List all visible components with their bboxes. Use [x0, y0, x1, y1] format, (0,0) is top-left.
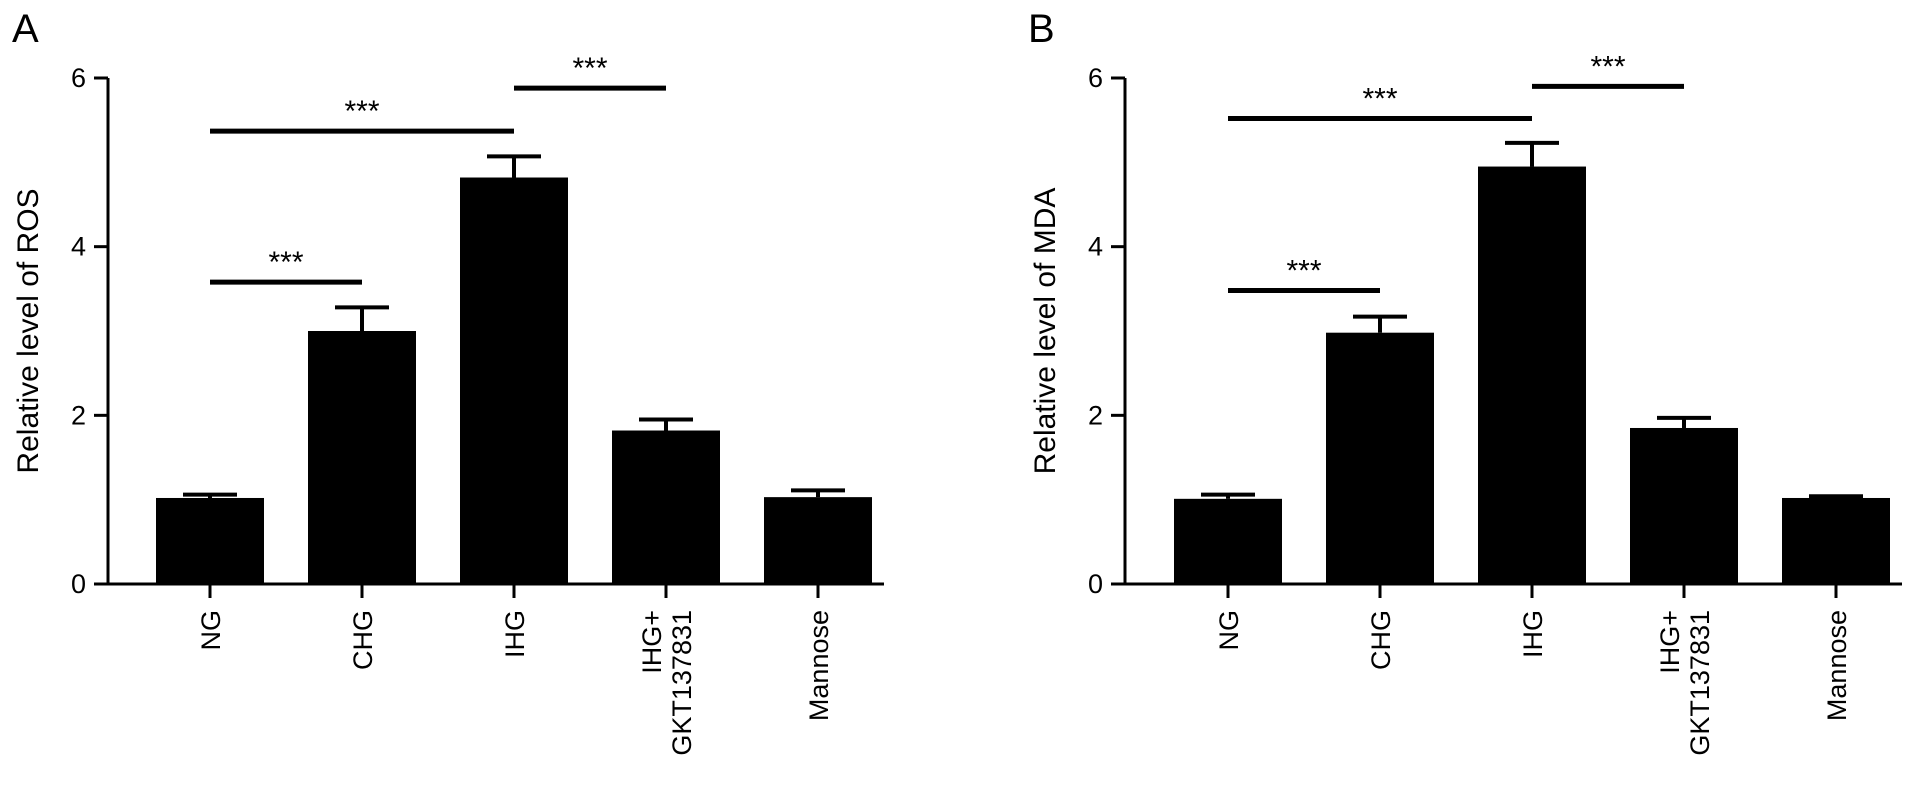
bar-0: [1174, 498, 1282, 584]
bar-2: [1478, 166, 1586, 585]
x-category-label: IHG+GKT137831: [1655, 610, 1715, 756]
y-tick-label: 2: [71, 400, 86, 430]
x-category-label: IHG: [500, 610, 530, 658]
x-category-label: CHG: [348, 610, 378, 670]
significance-label-1: ***: [1362, 82, 1397, 115]
x-category-label: Mannose: [1822, 610, 1852, 721]
y-tick-label: 4: [1088, 232, 1103, 262]
y-tick-label: 4: [71, 232, 86, 262]
bar-1: [1326, 332, 1434, 584]
y-tick-label: 6: [71, 63, 86, 93]
significance-label-2: ***: [1590, 50, 1625, 83]
chart-panel-b: B 0 2 4 6 Relative level of MDA NG CHG IHG IHG+GK…: [1028, 7, 1902, 756]
significance-label-1: ***: [344, 95, 379, 128]
y-tick-label: 2: [1088, 400, 1103, 430]
bar-0: [156, 497, 264, 584]
panel-letter: A: [12, 7, 39, 51]
significance-label-0: ***: [268, 246, 303, 279]
bar-3: [612, 430, 720, 584]
chart-panel-a: A 0 2 4 6 Relative level of ROS NG CHG IHG IHG+GK…: [12, 7, 884, 756]
bar-3: [1630, 427, 1738, 584]
bar-2: [460, 177, 568, 584]
significance-label-2: ***: [572, 52, 607, 85]
y-tick-label: 0: [1088, 569, 1103, 599]
bar-1: [308, 331, 416, 584]
x-category-label: IHG: [1518, 610, 1548, 658]
panel-letter: B: [1028, 7, 1055, 51]
y-tick-label: 6: [1088, 63, 1103, 93]
bar-4: [764, 497, 872, 584]
y-axis-title: Relative level of ROS: [12, 188, 45, 473]
significance-label-0: ***: [1286, 255, 1321, 288]
x-category-label: NG: [1214, 610, 1244, 651]
x-category-label: Mannose: [804, 610, 834, 721]
x-category-label: IHG+GKT137831: [637, 610, 697, 756]
x-category-label: NG: [196, 610, 226, 651]
y-axis-title: Relative level of MDA: [1029, 188, 1062, 475]
bar-4: [1782, 497, 1890, 584]
y-tick-label: 0: [71, 569, 86, 599]
x-category-label: CHG: [1366, 610, 1396, 670]
